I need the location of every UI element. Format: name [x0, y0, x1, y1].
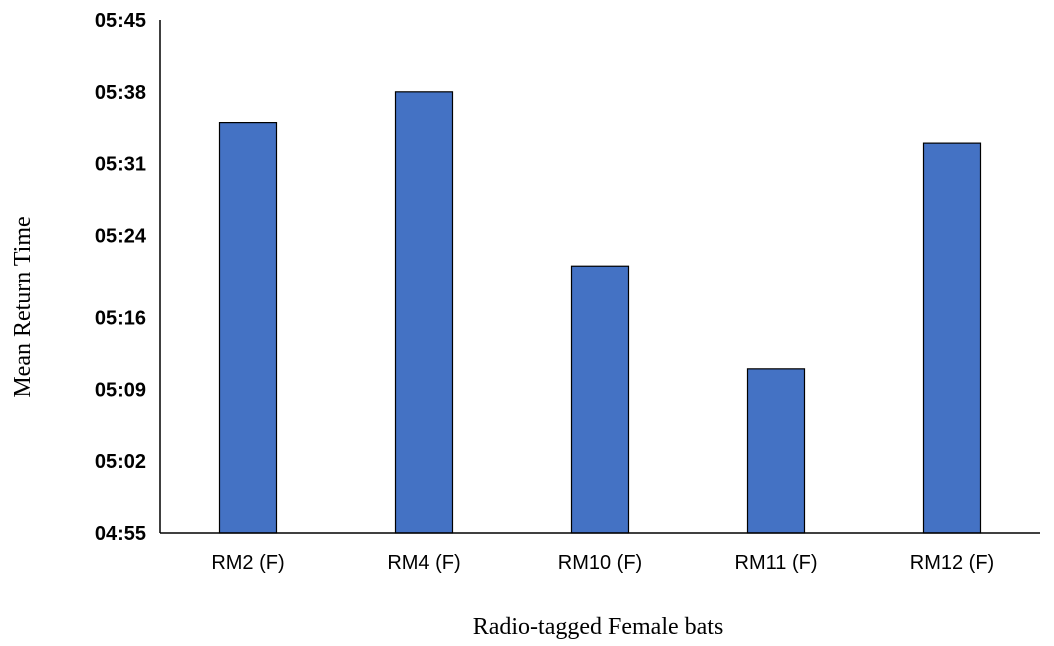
x-tick-label: RM10 (F)	[558, 552, 642, 574]
y-tick-label: 05:31	[95, 154, 146, 176]
x-tick-label: RM12 (F)	[910, 552, 994, 574]
x-tick-label: RM11 (F)	[735, 552, 818, 574]
y-tick-labels: 04:55 05:02 05:09 05:16 05:24 05:31 05:38 05:45	[95, 10, 147, 545]
bar	[746, 368, 806, 534]
x-tick-labels: RM2 (F) RM4 (F) RM10 (F) RM11 (F) RM12 (F)	[211, 552, 994, 574]
y-tick-label: 05:45	[95, 10, 146, 32]
x-tick-label: RM2 (F)	[211, 552, 284, 574]
y-tick-label: 05:09	[95, 379, 146, 401]
bar	[570, 265, 630, 534]
y-tick-label: 05:38	[95, 82, 146, 104]
x-axis-title: Radio-tagged Female bats	[473, 614, 724, 640]
x-tick-label: RM4 (F)	[387, 552, 460, 574]
y-tick-label: 04:55	[95, 523, 146, 545]
y-tick-label: 05:24	[95, 225, 147, 247]
bars-group	[218, 91, 982, 534]
bar	[394, 91, 454, 534]
y-axis-title: Mean Return Time	[10, 216, 36, 397]
y-tick-label: 05:16	[95, 308, 146, 330]
bar	[218, 121, 278, 534]
y-tick-label: 05:02	[95, 451, 146, 473]
bar	[922, 142, 982, 534]
